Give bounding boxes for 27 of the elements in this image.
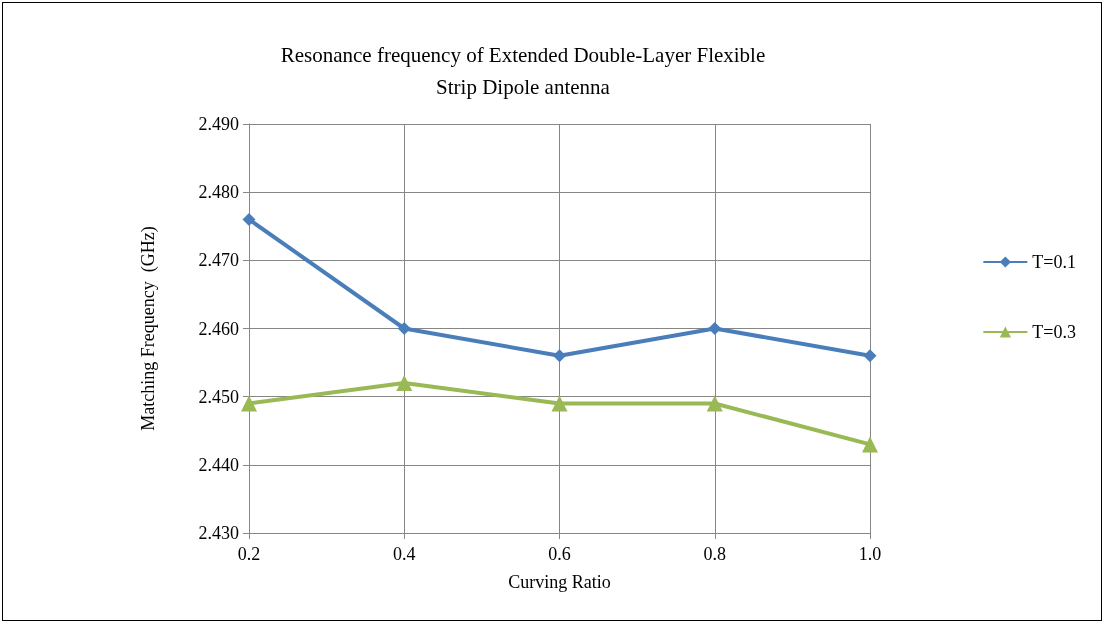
chart-title: Resonance frequency of Extended Double-Layer Flexible Strip Dipole antenna	[280, 43, 766, 99]
y-tick-label: 2.430	[198, 523, 239, 543]
x-tick-label: 0.6	[548, 544, 571, 564]
legend-label: T=0.3	[1032, 322, 1077, 342]
x-axis-title: Curving Ratio	[508, 572, 611, 592]
point	[241, 395, 257, 412]
y-tick-label: 2.490	[198, 114, 239, 134]
point	[396, 375, 413, 392]
y-tick-label: 2.450	[198, 386, 239, 407]
y-tick-label: 2.480	[198, 182, 239, 203]
legend-label: T=0.1	[1032, 252, 1077, 272]
x-tick-label: 0.2	[237, 544, 261, 564]
point	[397, 322, 411, 335]
point	[242, 212, 256, 226]
y-tick-label: 2.440	[198, 454, 239, 475]
point	[862, 436, 878, 453]
y-tick-label: 2.460	[198, 318, 239, 339]
x-tick-label: 0.8	[703, 544, 726, 564]
point	[551, 395, 568, 412]
x-tick-label: 0.4	[393, 544, 416, 564]
point	[863, 349, 877, 363]
point	[706, 395, 723, 412]
point	[553, 349, 566, 363]
point	[708, 322, 722, 335]
x-tick-label: 1.0	[858, 544, 882, 564]
y-tick-label: 2.470	[198, 250, 239, 271]
y-axis-title: Matching Frequency (GHz)	[138, 226, 159, 431]
